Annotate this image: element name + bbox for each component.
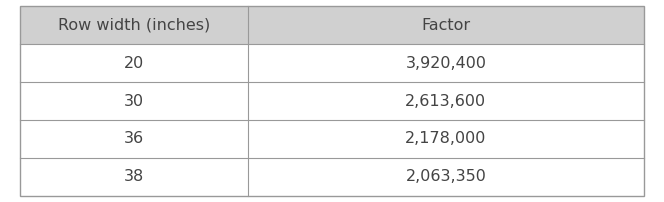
Bar [20,6,644,44]
Text: 20: 20 [124,56,144,70]
Text: 30: 30 [124,94,144,108]
Text: 36: 36 [124,132,144,146]
Text: Row width (inches): Row width (inches) [58,18,210,33]
Text: 3,920,400: 3,920,400 [406,56,487,70]
Text: Factor: Factor [422,18,471,33]
Text: 2,063,350: 2,063,350 [406,169,486,184]
Text: 2,178,000: 2,178,000 [405,132,487,146]
Text: 38: 38 [124,169,144,184]
Text: 2,613,600: 2,613,600 [405,94,487,108]
